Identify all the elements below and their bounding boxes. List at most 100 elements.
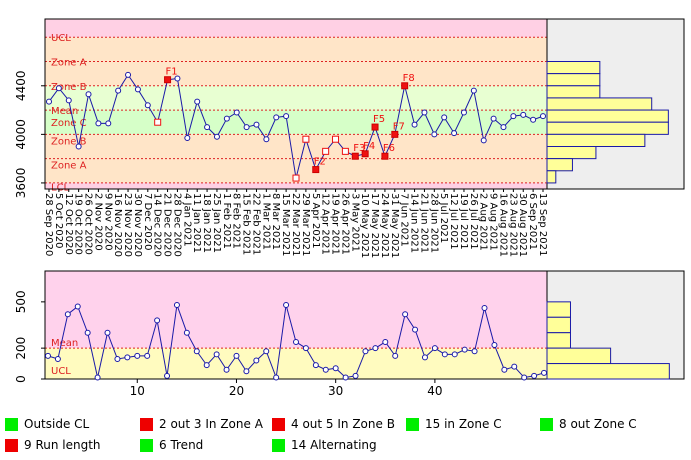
y-tick-label: 200	[14, 337, 28, 360]
zone-band	[45, 37, 547, 62]
data-point	[521, 374, 528, 381]
data-point	[540, 113, 546, 120]
x-tick-label: 4 Jan 2021	[181, 193, 192, 247]
legend-label: Outside CL	[24, 417, 90, 431]
legend-item: 6 Trend	[140, 438, 203, 452]
data-point	[401, 82, 409, 90]
data-point	[322, 366, 329, 373]
x-tick-label: 17 May 2021	[369, 193, 380, 258]
zone-band	[45, 61, 547, 86]
data-point	[421, 354, 428, 361]
data-point	[243, 368, 250, 375]
data-point	[312, 166, 320, 174]
x-tick-label: 28 Sep 2020	[43, 193, 54, 256]
data-point	[441, 114, 448, 121]
zone-label: Mean	[51, 106, 78, 117]
x-tick-label: 2 Aug 2021	[478, 193, 489, 251]
data-point	[391, 130, 399, 138]
data-point	[134, 352, 141, 359]
zone-band	[45, 85, 547, 111]
x-tick-label: 10	[130, 384, 145, 398]
zone-label: Zone B	[51, 82, 87, 93]
point-annotation: F2	[314, 157, 326, 168]
data-point	[530, 116, 537, 123]
legend-item: Outside CL	[5, 417, 89, 431]
data-point	[312, 362, 319, 369]
legend-item: 15 in Zone C	[406, 417, 502, 431]
x-tick-label: 18 Jan 2021	[201, 193, 212, 253]
y-tick-label: 0	[14, 375, 28, 383]
data-point	[263, 136, 270, 143]
data-point	[332, 135, 340, 143]
data-point	[292, 174, 300, 182]
data-point	[341, 147, 349, 155]
zone-band	[45, 271, 547, 349]
data-point	[421, 109, 428, 116]
data-point	[95, 120, 102, 127]
data-point	[471, 348, 478, 355]
data-point	[243, 124, 250, 131]
legend-label: 15 in Zone C	[425, 417, 502, 431]
zone-label: UCL	[51, 366, 71, 377]
data-point	[213, 351, 220, 358]
data-point	[223, 366, 230, 373]
histogram-bar	[546, 158, 573, 172]
x-tick-label: 30 Nov 2020	[132, 193, 143, 257]
x-tick-label: 7 Jun 2021	[399, 193, 410, 247]
zone-band	[45, 134, 547, 159]
y-tick-label: 4400	[14, 71, 28, 102]
x-tick-label: 19 Jul 2021	[458, 193, 469, 250]
histogram-bar	[546, 97, 653, 111]
data-point	[273, 114, 280, 121]
x-tick-label: 21 Jun 2021	[418, 193, 429, 253]
x-tick-label: 9 Nov 2020	[102, 193, 113, 251]
histogram-bar	[546, 363, 670, 380]
x-tick-label: 7 Dec 2020	[142, 193, 153, 251]
data-point	[541, 369, 548, 376]
data-point	[273, 374, 280, 381]
data-point	[510, 113, 517, 120]
point-annotation: F3	[353, 143, 365, 154]
data-point	[411, 121, 418, 128]
zone-label: Zone B	[51, 136, 87, 147]
legend-label: 4 out 5 In Zone B	[291, 417, 395, 431]
data-point	[213, 133, 220, 140]
data-point	[490, 115, 497, 122]
legend-label: 9 Run length	[24, 438, 101, 452]
point-annotation: F8	[403, 73, 415, 84]
x-tick-label: 15 Mar 2021	[280, 193, 291, 256]
data-point	[302, 345, 309, 352]
zone-label: LCL	[51, 183, 70, 194]
legend-item: 9 Run length	[5, 438, 101, 452]
x-tick-label: 31 May 2021	[389, 193, 400, 258]
x-tick-label: 8 Feb 2021	[231, 193, 242, 249]
point-annotation: F1	[166, 67, 178, 78]
legend-label: 2 out 3 In Zone A	[159, 417, 263, 431]
zone-band	[45, 19, 547, 38]
data-point	[46, 98, 52, 105]
data-point	[144, 102, 151, 109]
data-point	[124, 354, 131, 361]
legend-item: 4 out 5 In Zone B	[272, 417, 395, 431]
data-point	[44, 352, 51, 359]
data-point	[85, 91, 92, 98]
zone-band	[45, 348, 547, 379]
data-point	[470, 87, 477, 94]
data-point	[520, 111, 527, 118]
data-point	[105, 120, 112, 127]
x-tick-label: 8 Mar 2021	[270, 193, 281, 250]
x-tick-label: 1 Mar 2021	[260, 193, 271, 250]
data-point	[381, 152, 389, 160]
data-point	[54, 355, 61, 362]
data-point	[74, 303, 81, 310]
histogram-bar	[546, 301, 571, 318]
x-tick-label: 15 Feb 2021	[241, 193, 252, 255]
x-tick-label: 13 Sep 2021	[537, 193, 548, 256]
x-tick-label: 29 Mar 2021	[300, 193, 311, 256]
data-point	[362, 348, 369, 355]
x-tick-label: 10 May 2021	[359, 193, 370, 258]
data-point	[332, 365, 339, 372]
x-tick-label: 1 Feb 2021	[221, 193, 232, 249]
x-tick-label: 30	[328, 384, 343, 398]
x-tick-label: 30 Aug 2021	[517, 193, 528, 257]
